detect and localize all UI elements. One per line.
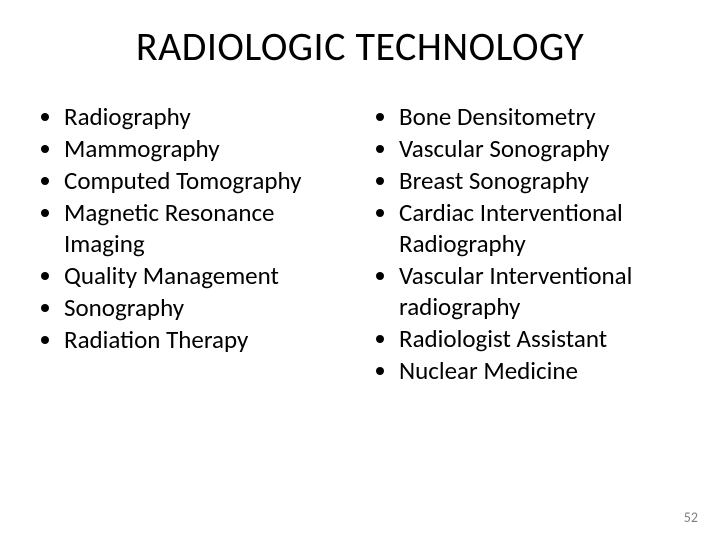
list-item: Nuclear Medicine bbox=[399, 355, 690, 387]
list-item: Mammography bbox=[64, 133, 355, 165]
list-item: Breast Sonography bbox=[399, 165, 690, 197]
left-list: Radiography Mammography Computed Tomogra… bbox=[30, 101, 355, 356]
page-number: 52 bbox=[684, 509, 698, 526]
left-column: Radiography Mammography Computed Tomogra… bbox=[30, 101, 355, 387]
list-item: Cardiac Interventional Radiography bbox=[399, 197, 690, 260]
slide-content: Radiography Mammography Computed Tomogra… bbox=[0, 71, 720, 387]
list-item: Radiation Therapy bbox=[64, 324, 355, 356]
list-item: Vascular Sonography bbox=[399, 133, 690, 165]
list-item: Computed Tomography bbox=[64, 165, 355, 197]
list-item: Magnetic Resonance Imaging bbox=[64, 197, 355, 260]
list-item: Bone Densitometry bbox=[399, 101, 690, 133]
list-item: Quality Management bbox=[64, 260, 355, 292]
list-item: Radiography bbox=[64, 101, 355, 133]
slide: RADIOLOGIC TECHNOLOGY Radiography Mammog… bbox=[0, 0, 720, 540]
list-item: Sonography bbox=[64, 292, 355, 324]
list-item: Vascular Interventional radiography bbox=[399, 260, 690, 323]
right-column: Bone Densitometry Vascular Sonography Br… bbox=[365, 101, 690, 387]
slide-title: RADIOLOGIC TECHNOLOGY bbox=[0, 0, 720, 71]
right-list: Bone Densitometry Vascular Sonography Br… bbox=[365, 101, 690, 387]
list-item: Radiologist Assistant bbox=[399, 323, 690, 355]
